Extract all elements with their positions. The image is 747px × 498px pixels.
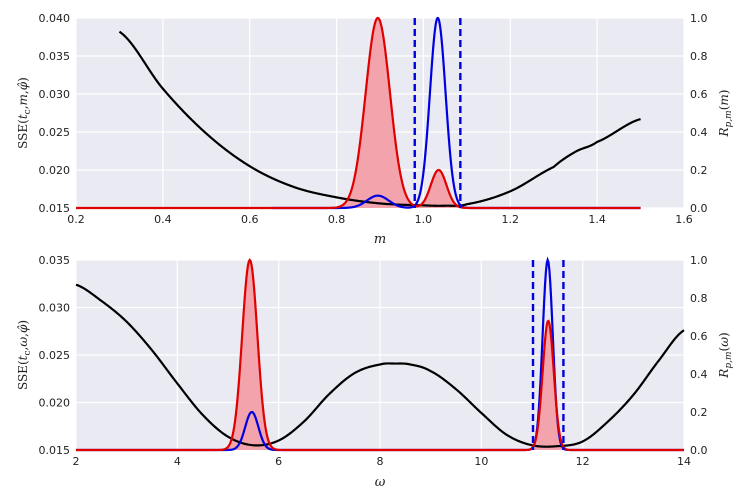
y-tick-label: 0.035 — [39, 254, 71, 267]
red-density-fill — [76, 18, 641, 208]
y-tick-label: 0.030 — [39, 302, 71, 315]
x-tick-label: 10 — [474, 455, 488, 468]
chart-bottom: 2 4 6 8 10 12 14 0.015 0.020 0.025 0.030 0.035 0.0… — [16, 254, 734, 490]
red-density-line — [76, 16, 641, 210]
y2-tick-label: 1.0 — [690, 254, 708, 267]
x-tick-label: 8 — [377, 455, 384, 468]
x-axis-label-bottom: ω — [375, 475, 386, 490]
y2-tick-label: 0.0 — [690, 202, 708, 215]
y-tick-label: 0.030 — [39, 88, 71, 101]
y2-tick-label: 0.2 — [690, 406, 708, 419]
x-tick-label: 1.6 — [675, 213, 693, 226]
y2-tick-label: 0.6 — [690, 88, 708, 101]
y2-ticks-bottom: 0.0 0.2 0.4 0.6 0.8 1.0 — [690, 254, 708, 457]
y2-axis-label-bottom: Rp,m(ω) — [717, 332, 734, 378]
chart-top: 0.2 0.4 0.6 0.8 1.0 1.2 1.4 1.6 0.015 0.020 0.025… — [16, 12, 734, 247]
y-tick-label: 0.025 — [39, 126, 71, 139]
x-tick-label: 1.2 — [502, 213, 520, 226]
y-ticks-top: 0.015 0.020 0.025 0.030 0.035 0.040 — [39, 12, 71, 215]
y2-axis-label-top: Rp,m(m) — [717, 90, 734, 138]
x-tick-label: 2 — [73, 455, 80, 468]
y2-tick-label: 0.0 — [690, 444, 708, 457]
y-tick-label: 0.015 — [39, 202, 71, 215]
y-tick-label: 0.040 — [39, 12, 71, 25]
y2-ticks-top: 0.0 0.2 0.4 0.6 0.8 1.0 — [690, 12, 708, 215]
x-tick-label: 1.0 — [415, 213, 433, 226]
y-ticks-bottom: 0.015 0.020 0.025 0.030 0.035 — [39, 254, 71, 457]
x-tick-label: 6 — [275, 455, 282, 468]
x-tick-label: 1.4 — [588, 213, 606, 226]
y2-tick-label: 0.8 — [690, 292, 708, 305]
x-ticks-bottom: 2 4 6 8 10 12 14 — [73, 455, 692, 468]
grid-bottom — [75, 259, 685, 451]
x-tick-label: 14 — [677, 455, 691, 468]
y2-tick-label: 0.4 — [690, 126, 708, 139]
x-tick-label: 12 — [576, 455, 590, 468]
y2-tick-label: 0.6 — [690, 330, 708, 343]
y-tick-label: 0.035 — [39, 50, 71, 63]
y2-tick-label: 0.8 — [690, 50, 708, 63]
y2-tick-label: 0.2 — [690, 164, 708, 177]
x-tick-label: 4 — [174, 455, 181, 468]
y-axis-label-top: SSE(tc,m,φ̂) — [16, 77, 33, 149]
x-tick-label: 0.8 — [328, 213, 346, 226]
x-ticks-top: 0.2 0.4 0.6 0.8 1.0 1.2 1.4 1.6 — [67, 213, 693, 226]
sse-curve — [118, 30, 641, 207]
sse-curve — [75, 283, 685, 448]
y-axis-label-bottom: SSE(tc,ω,φ̂) — [16, 320, 33, 390]
y-tick-label: 0.020 — [39, 397, 71, 410]
y-tick-label: 0.015 — [39, 444, 71, 457]
series-top — [76, 16, 641, 210]
series-bottom — [75, 256, 685, 452]
red-density-line — [76, 258, 684, 452]
y-tick-label: 0.025 — [39, 349, 71, 362]
x-tick-label: 0.4 — [154, 213, 172, 226]
x-axis-label-top: m — [374, 232, 386, 247]
y2-tick-label: 1.0 — [690, 12, 708, 25]
x-tick-label: 0.2 — [67, 213, 85, 226]
y-tick-label: 0.020 — [39, 164, 71, 177]
y2-tick-label: 0.4 — [690, 368, 708, 381]
x-tick-label: 0.6 — [241, 213, 259, 226]
